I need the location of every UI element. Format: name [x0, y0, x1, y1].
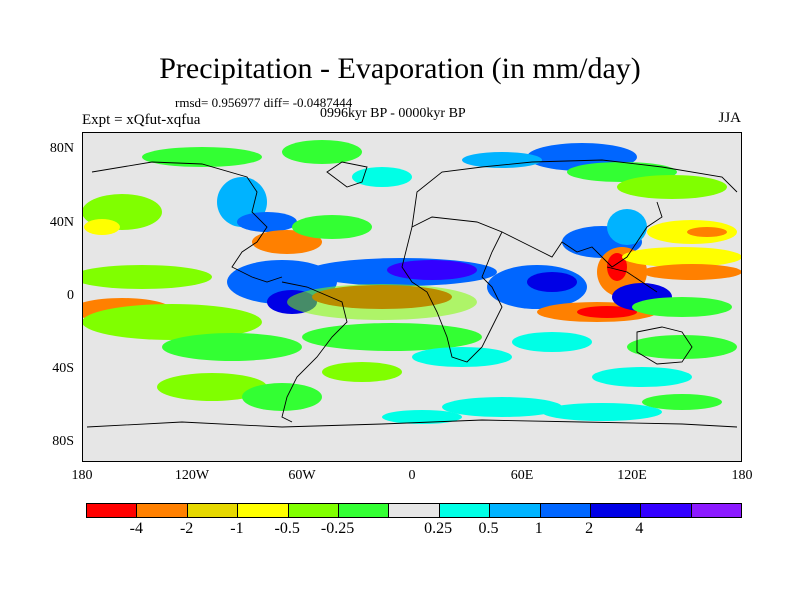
precip-evap-field	[82, 140, 742, 428]
plot-title: Precipitation - Evaporation (in mm/day)	[159, 52, 641, 85]
indian-pacific-patches	[487, 209, 742, 387]
colorbar-label: -0.5	[274, 520, 300, 537]
colorbar-label: -4	[129, 520, 143, 537]
colorbar-label: 0.25	[424, 520, 453, 537]
northern-patches	[142, 140, 727, 199]
lat-label-80n: 80N	[49, 141, 74, 156]
colorbar-swatch	[641, 504, 692, 517]
colorbar-swatch	[137, 504, 188, 517]
colorbar-label: 0.5	[478, 520, 499, 537]
lat-label-0: 0	[67, 288, 74, 303]
colorbar-swatch	[490, 504, 541, 517]
rmsd-diff-text: rmsd= 0.956977 diff= -0.0487444	[175, 95, 353, 110]
lon-label-180w: 180	[71, 468, 93, 483]
colorbar-swatch	[288, 504, 339, 517]
lon-label-120w: 120W	[174, 468, 210, 483]
colorbar-swatch	[540, 504, 591, 517]
colorbar-swatch	[691, 504, 742, 517]
colorbar-label: -0.25	[320, 520, 355, 537]
lon-label-60e: 60E	[510, 468, 534, 483]
colorbar-label: 1	[534, 520, 543, 537]
lat-label-40n: 40N	[49, 215, 74, 230]
tropical-atlantic-patches	[287, 258, 512, 382]
colorbar-label: -1	[230, 520, 244, 537]
colorbar-swatch	[187, 504, 239, 517]
period-text: 0996kyr BP - 0000kyr BP	[320, 106, 466, 121]
lat-label-80s: 80S	[52, 434, 74, 449]
lon-label-120e: 120E	[617, 468, 647, 483]
colorbar-swatch	[238, 504, 289, 517]
lon-label-180e: 180	[731, 468, 753, 483]
colorbar-swatch	[87, 504, 138, 517]
lon-label-60w: 60W	[288, 468, 316, 483]
coastlines	[86, 159, 738, 428]
lat-label-40s: 40S	[52, 361, 74, 376]
colorbar-label: -2	[179, 520, 194, 537]
season-label: JJA	[718, 110, 741, 126]
colorbar	[86, 503, 742, 518]
colorbar-label: 2	[585, 520, 594, 537]
colorbar-label: 4	[635, 520, 644, 537]
experiment-label: Expt = xQfut-xqfua	[82, 112, 201, 128]
colorbar-swatch	[439, 504, 491, 517]
map-panel	[82, 132, 742, 462]
colorbar-swatch	[338, 504, 390, 517]
lon-label-0: 0	[408, 468, 416, 483]
colorbar-swatch	[389, 504, 440, 517]
americas-atlantic-patches	[82, 177, 372, 411]
colorbar-swatch	[590, 504, 642, 517]
southern-patches	[382, 394, 722, 424]
